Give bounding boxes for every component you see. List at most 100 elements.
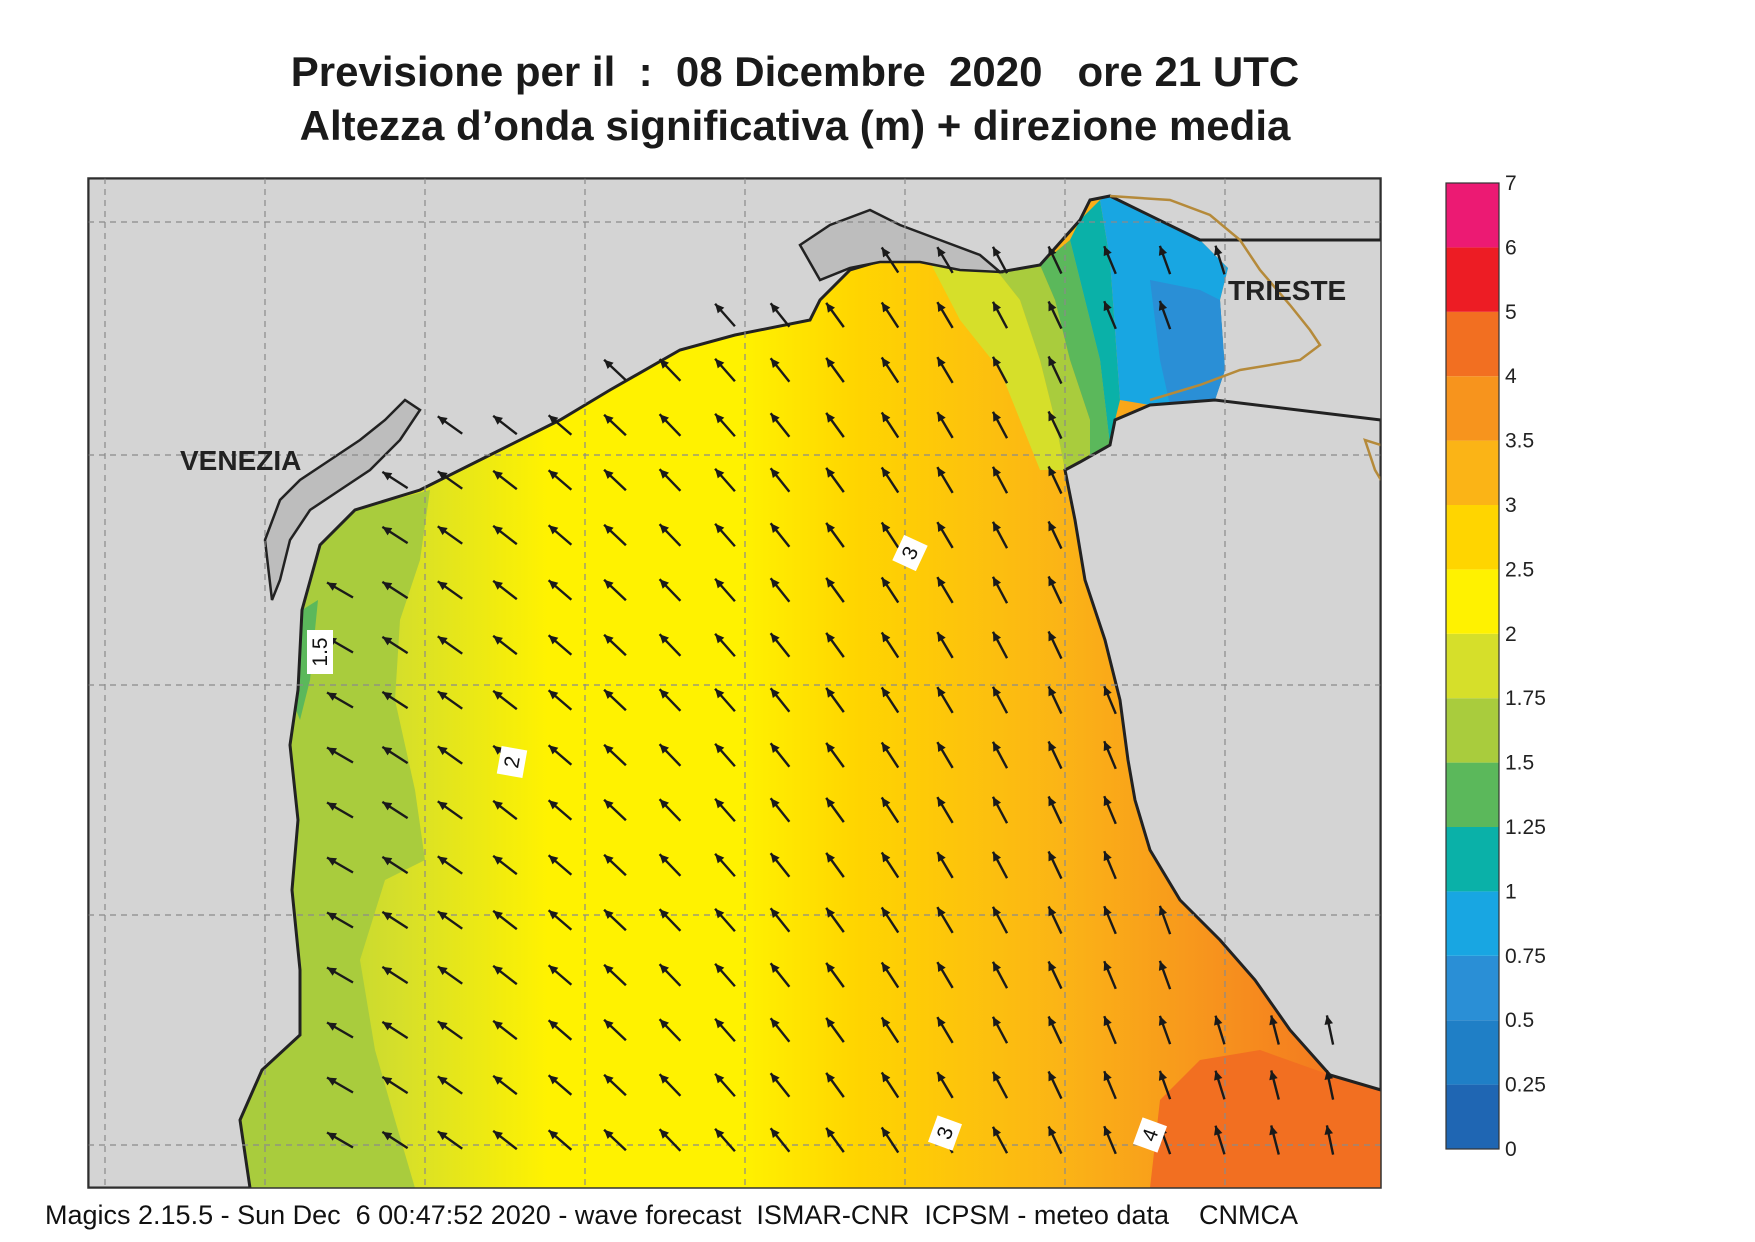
- map-area: [88, 178, 1381, 1188]
- legend-frame: [1445, 182, 1500, 1150]
- map-title-line-1: Previsione per il : 08 Dicembre 2020 ore…: [290, 48, 1300, 95]
- direction-arrow-head: [437, 1131, 448, 1141]
- direction-arrow-head: [1158, 960, 1168, 971]
- direction-arrow-head: [770, 1128, 780, 1139]
- direction-arrow-head: [992, 1071, 1002, 1082]
- direction-arrow-head: [937, 467, 946, 478]
- direction-arrow-head: [770, 1018, 780, 1029]
- direction-arrow-head: [937, 742, 946, 753]
- direction-arrow-head: [770, 523, 780, 534]
- direction-arrow-head: [881, 522, 891, 533]
- direction-arrow-head: [1269, 1015, 1278, 1026]
- direction-arrow-head: [992, 906, 1002, 917]
- direction-arrow-head: [493, 470, 503, 480]
- direction-arrow-head: [826, 907, 835, 918]
- direction-arrow-head: [327, 747, 337, 756]
- direction-arrow-head: [770, 798, 780, 809]
- direction-arrow-head: [826, 742, 835, 753]
- direction-arrow-head: [493, 635, 503, 645]
- direction-arrow-head: [937, 1072, 946, 1083]
- direction-arrow-head: [826, 522, 835, 533]
- direction-arrow-head: [382, 636, 393, 646]
- legend-tick-label: 3: [1505, 494, 1517, 517]
- direction-arrow-head: [548, 470, 559, 480]
- direction-arrow-head: [437, 856, 448, 866]
- sea-zone-ne-1: [1070, 200, 1120, 445]
- contour-label-3b: 3: [927, 1115, 963, 1151]
- direction-arrow-head: [770, 688, 780, 699]
- direction-arrow-head: [659, 524, 669, 534]
- direction-arrow-head: [493, 1130, 503, 1140]
- direction-arrow-head: [1269, 1125, 1278, 1136]
- direction-arrow-head: [382, 1076, 393, 1086]
- direction-arrow-head: [1103, 686, 1112, 697]
- direction-arrow-head: [1048, 1126, 1057, 1137]
- direction-arrow-head: [604, 634, 614, 645]
- direction-arrow-head: [659, 1019, 669, 1029]
- direction-arrow-head: [826, 1072, 835, 1083]
- legend-swatch: [1446, 247, 1499, 312]
- direction-arrow-head: [1324, 1015, 1334, 1026]
- sea-zone-ne-0.5: [1150, 280, 1225, 405]
- direction-arrow-head: [1048, 466, 1057, 477]
- direction-arrow-head: [770, 303, 780, 314]
- legend-swatch: [1446, 311, 1499, 377]
- direction-arrow-head: [604, 359, 614, 370]
- legend-swatch: [1446, 505, 1499, 570]
- venice-lagoon: [263, 398, 422, 601]
- legend-tick-label: 0.25: [1505, 1074, 1546, 1097]
- direction-arrow-head: [659, 634, 669, 644]
- direction-arrow-head: [1048, 521, 1057, 532]
- direction-arrow-head: [659, 579, 669, 589]
- direction-arrow-head: [1103, 1016, 1112, 1027]
- sea-zone-ne-1.25: [1040, 240, 1110, 460]
- direction-arrow-head: [382, 581, 393, 591]
- direction-arrow-head: [770, 743, 780, 754]
- direction-arrow-head: [437, 911, 448, 921]
- direction-arrow-head: [826, 577, 835, 588]
- direction-arrow-head: [992, 466, 1002, 477]
- direction-arrow-head: [937, 632, 946, 643]
- direction-arrow-head: [881, 962, 891, 973]
- direction-arrow-head: [659, 1074, 669, 1084]
- direction-arrow-head: [826, 852, 835, 863]
- graticule: [88, 178, 1381, 1188]
- direction-arrow-head: [382, 746, 393, 756]
- wave-direction-arrows: [326, 245, 1335, 1155]
- sea-zone-1.5: [240, 490, 430, 1188]
- direction-arrow-head: [604, 744, 614, 755]
- direction-arrow-head: [1048, 796, 1057, 807]
- legend-tick-label: 1: [1505, 880, 1517, 903]
- direction-arrow-head: [881, 797, 891, 808]
- legend-swatch: [1446, 376, 1499, 441]
- national-border: [1109, 194, 1381, 481]
- direction-arrow-head: [826, 1017, 835, 1028]
- direction-arrow-head: [937, 247, 946, 258]
- direction-arrow-head: [715, 1018, 725, 1029]
- direction-arrow-head: [715, 413, 725, 424]
- legend-tick-label: 0.75: [1505, 945, 1546, 968]
- direction-arrow-head: [715, 1128, 725, 1139]
- direction-arrow-head: [881, 467, 891, 478]
- direction-arrow-head: [770, 908, 780, 919]
- direction-arrow-head: [826, 357, 835, 368]
- legend-swatch: [1446, 762, 1499, 827]
- direction-arrow-head: [437, 471, 448, 481]
- direction-arrow-head: [992, 741, 1002, 752]
- direction-arrow-head: [937, 687, 946, 698]
- direction-arrow-head: [992, 1126, 1002, 1137]
- direction-arrow-head: [1048, 246, 1057, 257]
- legend-tick-label: 5: [1505, 301, 1517, 324]
- direction-arrow-head: [715, 798, 725, 809]
- direction-arrow-head: [382, 856, 393, 866]
- direction-arrow-head: [937, 1017, 946, 1028]
- direction-arrow-head: [1269, 1070, 1278, 1081]
- legend-swatch: [1446, 891, 1499, 956]
- direction-arrow-head: [1158, 300, 1168, 311]
- direction-arrow-head: [382, 966, 393, 976]
- direction-arrow-head: [715, 688, 725, 699]
- direction-arrow-head: [937, 907, 946, 918]
- direction-arrow-head: [493, 580, 503, 590]
- direction-arrow-head: [437, 526, 448, 536]
- direction-arrow-head: [493, 855, 503, 865]
